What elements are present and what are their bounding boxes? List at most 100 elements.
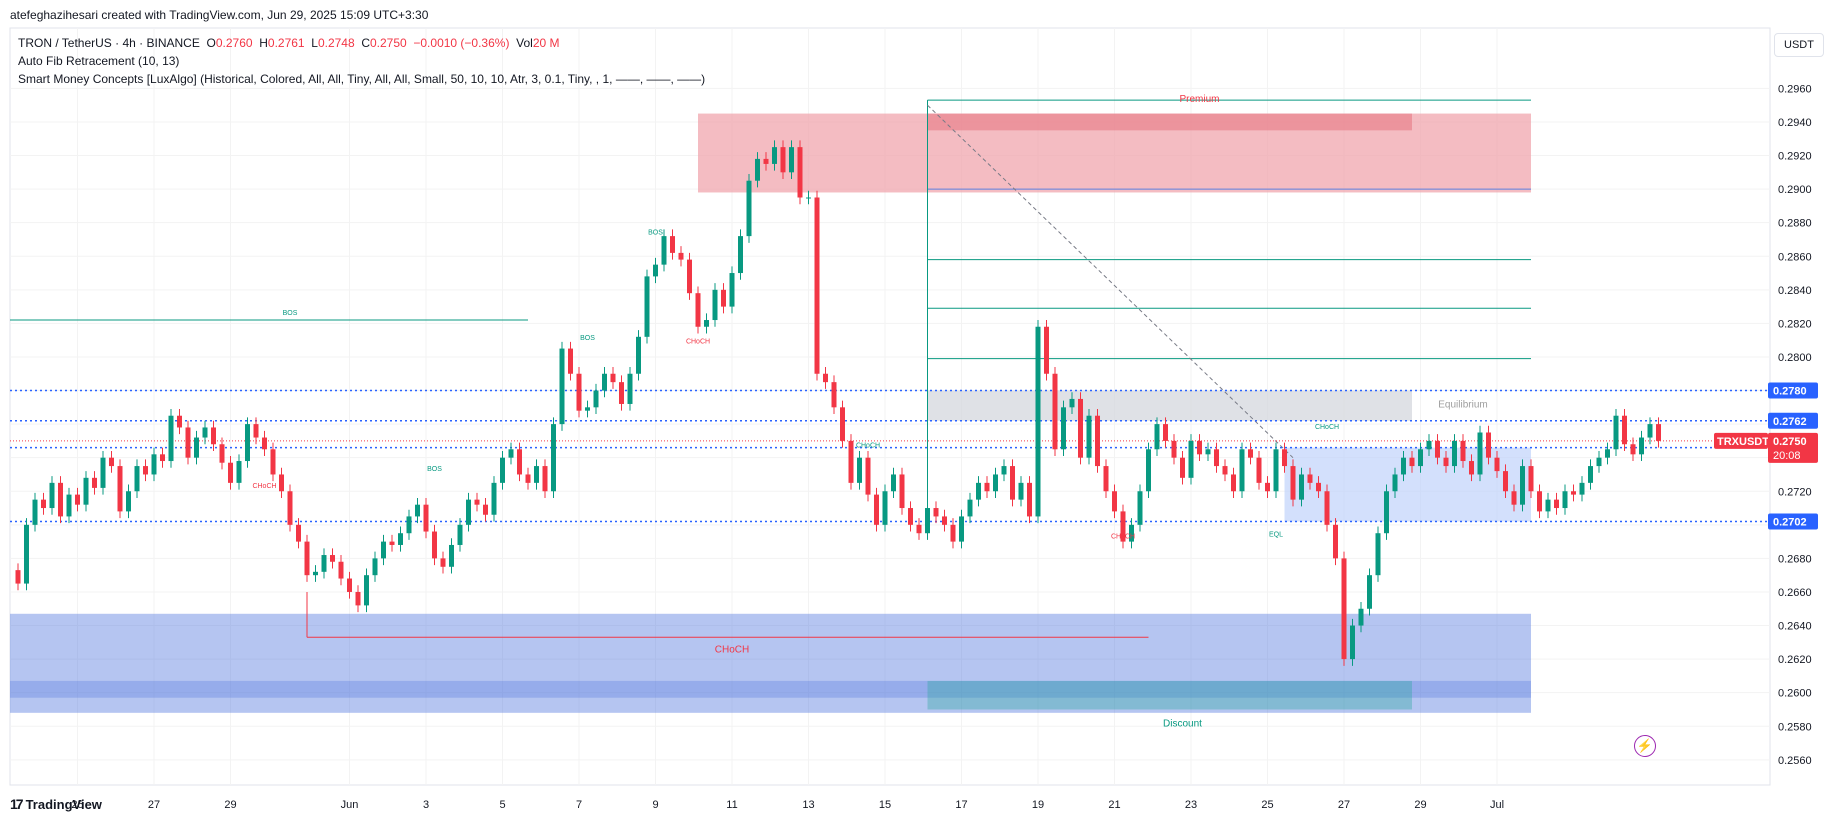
candle-body [1630,444,1636,455]
candle-body [1137,491,1143,525]
candle-body [644,276,650,337]
high-value: 0.2761 [267,36,305,50]
x-tick-label: 11 [726,799,737,811]
candle-body [398,533,403,545]
candle-body [823,373,828,383]
candle-body [831,382,837,408]
candle-body [1120,511,1126,542]
low-label: L [311,36,318,50]
low-value: 0.2748 [317,36,355,50]
currency-button[interactable]: USDT [1774,33,1824,57]
volume-value: 20 M [532,36,560,50]
candle-body [440,558,446,567]
level-badge [1768,412,1818,429]
high-label: H [259,36,268,50]
annotation-label: Equilibrium [1438,399,1487,410]
x-tick-label: Jun [341,799,359,811]
x-tick-label: 3 [423,799,429,811]
candle-body [891,474,896,492]
candle-body [134,466,140,492]
candle-body [1333,524,1338,559]
candle-body [1239,449,1245,492]
x-tick-label: 5 [499,799,505,811]
x-tick-label: 25 [1261,799,1273,811]
candle-body [1231,474,1236,492]
y-tick-label: 0.2840 [1778,285,1812,297]
candle-body [857,457,862,483]
candle-body [126,491,131,512]
symbol-label[interactable]: TRON / TetherUS · 4h · BINANCE [18,36,200,50]
close-value: 0.2750 [370,36,407,50]
candle-body [1605,449,1610,458]
candle-body [296,524,301,542]
candle-body [75,494,80,505]
candle-body [389,541,395,545]
candle-body [1299,474,1304,500]
candle-body [58,482,63,517]
annotation-label: EQL [1269,532,1283,539]
candles [15,140,1661,666]
candle-body [1129,524,1134,542]
candle-body [151,454,157,475]
annotation-label: Discount [1163,718,1202,729]
level-badge [1768,513,1818,530]
candle-body [925,508,930,534]
levels [10,389,1770,523]
choch-label: CHoCH [715,644,749,655]
annotation-label: Premium [1179,94,1219,105]
candle-body [542,466,548,492]
candle-body [143,466,148,475]
candle-body [950,524,956,542]
y-tick-label: 0.2560 [1778,755,1812,767]
candle-body [304,541,310,576]
candle-body [1571,491,1576,495]
candle-body [66,494,72,517]
candle-body [576,373,582,411]
change-value: −0.0010 (−0.36%) [413,36,510,50]
candle-body [109,457,114,467]
candle-body [474,499,480,505]
candle-body [1248,449,1253,458]
candle-body [1562,491,1568,509]
annotation-label: CHoCH [1111,533,1135,540]
candle-body [1613,415,1619,450]
candle-body [100,457,106,488]
candle-body [1044,326,1049,374]
candle-body [763,158,769,164]
candle-body [1222,466,1228,475]
level-badge-text: 0.2780 [1773,386,1807,398]
indicator-smc[interactable]: Smart Money Concepts [LuxAlgo] (Historic… [18,72,706,86]
candle-body [1409,457,1415,467]
x-tick-label: 19 [1032,799,1044,811]
candle-body [1647,424,1653,438]
lightning-icon[interactable]: ⚡ [1634,735,1656,757]
candle-body [338,561,344,579]
candle-body [500,457,505,483]
candle-body [1265,482,1270,492]
level-badge-text: 0.2702 [1773,516,1807,528]
candle-body [1537,491,1542,512]
candle-body [219,444,225,463]
candle-body [1205,449,1211,455]
candle-body [593,390,599,408]
price-badges: 0.27800.27620.27460.2702TRXUSDT0.275020:… [1714,382,1818,530]
candle-body [678,252,684,260]
y-tick-label: 0.2600 [1778,688,1812,700]
candle-body [1078,398,1083,458]
y-tick-label: 0.2580 [1778,721,1812,733]
candle-body [355,591,361,606]
indicator-fib[interactable]: Auto Fib Retracement (10, 13) [18,54,180,68]
candle-body [942,516,947,525]
candle-body [41,499,46,509]
candle-body [916,524,922,534]
candle-body [1452,440,1457,467]
y-tick-label: 0.2940 [1778,117,1812,129]
candle-body [568,348,573,374]
candle-body [92,477,97,488]
candle-body [49,482,55,509]
candle-body [780,147,786,173]
candle-body [228,462,233,483]
annotation-label: BOS [283,310,298,317]
candle-body [746,180,752,237]
